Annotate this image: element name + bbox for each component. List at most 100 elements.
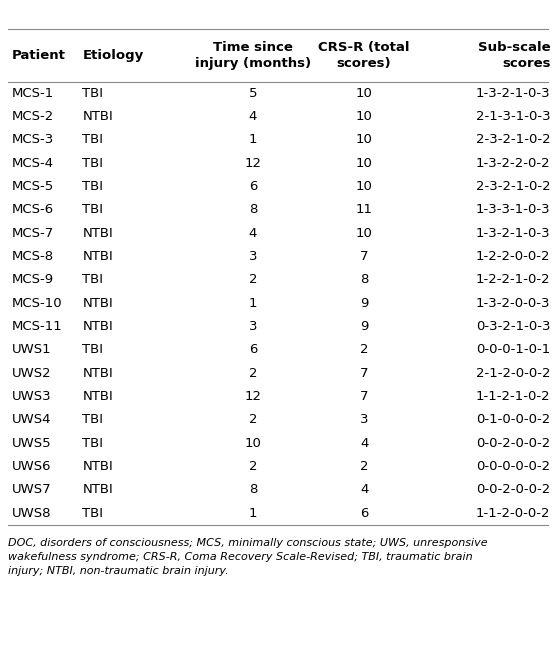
Text: 0-3-2-1-0-3: 0-3-2-1-0-3 bbox=[476, 320, 550, 333]
Text: 1-3-2-1-0-3: 1-3-2-1-0-3 bbox=[476, 227, 550, 240]
Text: 1-3-3-1-0-3: 1-3-3-1-0-3 bbox=[476, 203, 550, 216]
Text: 12: 12 bbox=[245, 390, 261, 403]
Text: UWS8: UWS8 bbox=[12, 507, 52, 520]
Text: TBI: TBI bbox=[82, 203, 103, 216]
Text: Patient: Patient bbox=[12, 49, 66, 62]
Text: MCS-2: MCS-2 bbox=[12, 110, 54, 123]
Text: TBI: TBI bbox=[82, 437, 103, 450]
Text: 2-1-3-1-0-3: 2-1-3-1-0-3 bbox=[476, 110, 550, 123]
Text: 10: 10 bbox=[356, 227, 373, 240]
Text: MCS-1: MCS-1 bbox=[12, 87, 54, 100]
Text: 0-0-0-0-0-2: 0-0-0-0-0-2 bbox=[476, 460, 550, 473]
Text: 8: 8 bbox=[360, 273, 369, 286]
Text: NTBI: NTBI bbox=[82, 366, 113, 379]
Text: DOC, disorders of consciousness; MCS, minimally conscious state; UWS, unresponsi: DOC, disorders of consciousness; MCS, mi… bbox=[8, 538, 488, 576]
Text: NTBI: NTBI bbox=[82, 483, 113, 496]
Text: Sub-scale
scores: Sub-scale scores bbox=[478, 41, 550, 70]
Text: TBI: TBI bbox=[82, 507, 103, 520]
Text: MCS-7: MCS-7 bbox=[12, 227, 54, 240]
Text: 1-3-2-0-0-3: 1-3-2-0-0-3 bbox=[476, 297, 550, 310]
Text: 10: 10 bbox=[356, 180, 373, 193]
Text: 1-3-2-2-0-2: 1-3-2-2-0-2 bbox=[476, 156, 550, 170]
Text: 0-1-0-0-0-2: 0-1-0-0-0-2 bbox=[476, 413, 550, 426]
Text: 11: 11 bbox=[356, 203, 373, 216]
Text: UWS6: UWS6 bbox=[12, 460, 52, 473]
Text: 2: 2 bbox=[360, 460, 369, 473]
Text: 4: 4 bbox=[360, 437, 369, 450]
Text: 3: 3 bbox=[360, 413, 369, 426]
Text: 2-1-2-0-0-2: 2-1-2-0-0-2 bbox=[476, 366, 550, 379]
Text: 8: 8 bbox=[249, 203, 257, 216]
Text: MCS-9: MCS-9 bbox=[12, 273, 54, 286]
Text: 10: 10 bbox=[356, 156, 373, 170]
Text: 2-3-2-1-0-2: 2-3-2-1-0-2 bbox=[476, 180, 550, 193]
Text: 4: 4 bbox=[360, 483, 369, 496]
Text: 2: 2 bbox=[249, 413, 257, 426]
Text: 1-1-2-1-0-2: 1-1-2-1-0-2 bbox=[476, 390, 550, 403]
Text: 1-1-2-0-0-2: 1-1-2-0-0-2 bbox=[476, 507, 550, 520]
Text: 8: 8 bbox=[249, 483, 257, 496]
Text: MCS-5: MCS-5 bbox=[12, 180, 54, 193]
Text: 12: 12 bbox=[245, 156, 261, 170]
Text: 6: 6 bbox=[249, 344, 257, 357]
Text: NTBI: NTBI bbox=[82, 250, 113, 263]
Text: NTBI: NTBI bbox=[82, 297, 113, 310]
Text: 2-3-2-1-0-2: 2-3-2-1-0-2 bbox=[476, 134, 550, 146]
Text: 1-3-2-1-0-3: 1-3-2-1-0-3 bbox=[476, 87, 550, 100]
Text: NTBI: NTBI bbox=[82, 460, 113, 473]
Text: 9: 9 bbox=[360, 320, 369, 333]
Text: 2: 2 bbox=[360, 344, 369, 357]
Text: UWS5: UWS5 bbox=[12, 437, 52, 450]
Text: NTBI: NTBI bbox=[82, 320, 113, 333]
Text: 2: 2 bbox=[249, 273, 257, 286]
Text: MCS-4: MCS-4 bbox=[12, 156, 54, 170]
Text: 0-0-0-1-0-1: 0-0-0-1-0-1 bbox=[476, 344, 550, 357]
Text: CRS-R (total
scores): CRS-R (total scores) bbox=[319, 41, 410, 70]
Text: MCS-10: MCS-10 bbox=[12, 297, 63, 310]
Text: UWS2: UWS2 bbox=[12, 366, 52, 379]
Text: TBI: TBI bbox=[82, 134, 103, 146]
Text: TBI: TBI bbox=[82, 180, 103, 193]
Text: 9: 9 bbox=[360, 297, 369, 310]
Text: 3: 3 bbox=[249, 250, 257, 263]
Text: 5: 5 bbox=[249, 87, 257, 100]
Text: UWS7: UWS7 bbox=[12, 483, 52, 496]
Text: TBI: TBI bbox=[82, 87, 103, 100]
Text: UWS3: UWS3 bbox=[12, 390, 52, 403]
Text: 10: 10 bbox=[356, 87, 373, 100]
Text: 0-0-2-0-0-2: 0-0-2-0-0-2 bbox=[476, 437, 550, 450]
Text: Etiology: Etiology bbox=[82, 49, 143, 62]
Text: 1-2-2-0-0-2: 1-2-2-0-0-2 bbox=[476, 250, 550, 263]
Text: 10: 10 bbox=[245, 437, 261, 450]
Text: 7: 7 bbox=[360, 390, 369, 403]
Text: 7: 7 bbox=[360, 366, 369, 379]
Text: TBI: TBI bbox=[82, 156, 103, 170]
Text: TBI: TBI bbox=[82, 413, 103, 426]
Text: 1: 1 bbox=[249, 134, 257, 146]
Text: MCS-11: MCS-11 bbox=[12, 320, 63, 333]
Text: MCS-8: MCS-8 bbox=[12, 250, 54, 263]
Text: 1: 1 bbox=[249, 297, 257, 310]
Text: UWS1: UWS1 bbox=[12, 344, 52, 357]
Text: TBI: TBI bbox=[82, 344, 103, 357]
Text: 0-0-2-0-0-2: 0-0-2-0-0-2 bbox=[476, 483, 550, 496]
Text: 1-2-2-1-0-2: 1-2-2-1-0-2 bbox=[476, 273, 550, 286]
Text: 6: 6 bbox=[360, 507, 369, 520]
Text: 7: 7 bbox=[360, 250, 369, 263]
Text: MCS-6: MCS-6 bbox=[12, 203, 54, 216]
Text: NTBI: NTBI bbox=[82, 227, 113, 240]
Text: UWS4: UWS4 bbox=[12, 413, 52, 426]
Text: 2: 2 bbox=[249, 460, 257, 473]
Text: TBI: TBI bbox=[82, 273, 103, 286]
Text: NTBI: NTBI bbox=[82, 110, 113, 123]
Text: 10: 10 bbox=[356, 110, 373, 123]
Text: 6: 6 bbox=[249, 180, 257, 193]
Text: Time since
injury (months): Time since injury (months) bbox=[195, 41, 311, 70]
Text: NTBI: NTBI bbox=[82, 390, 113, 403]
Text: 1: 1 bbox=[249, 507, 257, 520]
Text: 4: 4 bbox=[249, 110, 257, 123]
Text: 3: 3 bbox=[249, 320, 257, 333]
Text: 10: 10 bbox=[356, 134, 373, 146]
Text: 2: 2 bbox=[249, 366, 257, 379]
Text: MCS-3: MCS-3 bbox=[12, 134, 54, 146]
